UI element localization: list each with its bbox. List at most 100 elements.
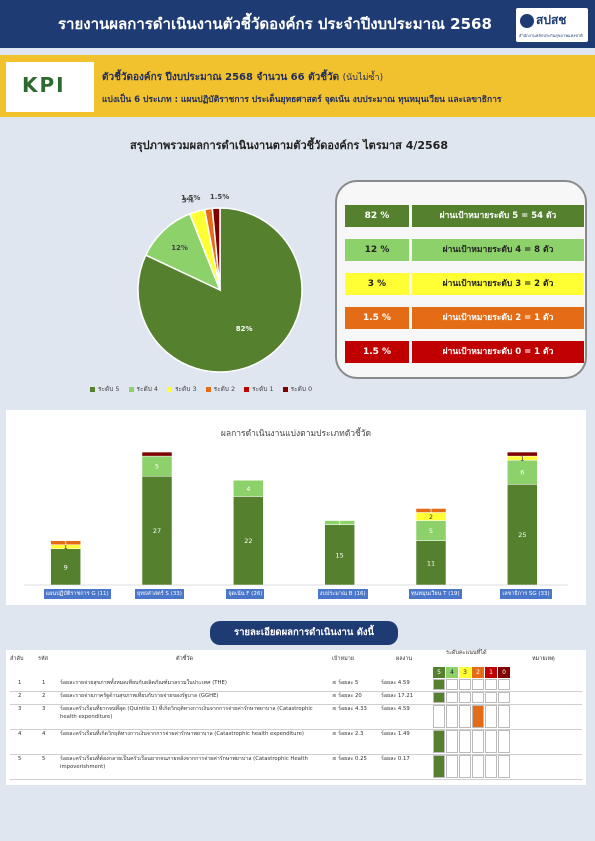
col-result: ผลงาน bbox=[396, 656, 413, 662]
row-code: 3 bbox=[42, 706, 46, 712]
bar-label: 15 bbox=[336, 551, 344, 559]
bar-chart-title: ผลการดำเนินงานแบ่งตามประเภทตัวชี้วัด bbox=[220, 429, 372, 439]
kpi-badge: KPI bbox=[6, 62, 94, 112]
level-cell bbox=[485, 705, 497, 728]
row-divider bbox=[10, 754, 582, 755]
panel-description: ผ่านเป้าหมายระดับ 3 = 2 ตัว bbox=[412, 273, 584, 295]
level-cell bbox=[433, 692, 445, 703]
level-cell bbox=[459, 730, 471, 753]
row-code: 5 bbox=[42, 756, 46, 762]
bar-label: 5 bbox=[429, 527, 433, 535]
level-cell bbox=[472, 705, 484, 728]
row-divider bbox=[10, 729, 582, 730]
level-header: 1 bbox=[485, 667, 497, 678]
level-cell bbox=[459, 679, 471, 690]
level-cell bbox=[485, 730, 497, 753]
bar-category-label: งบประมาณ B (16) bbox=[317, 589, 368, 599]
panel-percent: 12 % bbox=[345, 239, 409, 261]
bar-category-label: เลขาธิการ SG (33) bbox=[500, 589, 552, 599]
col-remark: หมายเหตุ bbox=[532, 656, 555, 662]
kpi-band bbox=[0, 55, 595, 117]
bar-label: 25 bbox=[518, 531, 526, 539]
legend-label: ระดับ 2 bbox=[213, 385, 236, 393]
panel-description: ผ่านเป้าหมายระดับ 2 = 1 ตัว bbox=[412, 307, 584, 329]
bar-label: 1 bbox=[429, 507, 433, 515]
pie-label-3: 3% bbox=[182, 197, 194, 205]
logo-mark-icon bbox=[520, 14, 534, 28]
legend-label: ระดับ 3 bbox=[175, 385, 197, 393]
legend-swatch bbox=[128, 386, 134, 392]
bar-label: 1 bbox=[520, 455, 524, 463]
row-order: 1 bbox=[18, 680, 22, 686]
bar-segment bbox=[507, 459, 538, 485]
row-result: ร้อยละ 1.49 bbox=[381, 731, 410, 737]
level-cell bbox=[446, 679, 458, 690]
bar-segment bbox=[141, 451, 173, 457]
bar-label: 2 bbox=[429, 513, 433, 521]
row-divider bbox=[10, 779, 582, 780]
row-indicator: ร้อยละครัวเรือนที่ต้องกลายเป็นครัวเรือนย… bbox=[60, 756, 308, 770]
panel-description: ผ่านเป้าหมายระดับ 0 = 1 ตัว bbox=[412, 341, 584, 363]
col-indicator: ตัวชี้วัด bbox=[176, 656, 194, 662]
panel-description: ผ่านเป้าหมายระดับ 4 = 8 ตัว bbox=[412, 239, 584, 261]
pie-label-2: 1.5% bbox=[181, 194, 200, 202]
level-cell bbox=[433, 730, 445, 753]
bar-label: 27 bbox=[153, 527, 161, 535]
legend-label: ระดับ 4 bbox=[136, 385, 159, 393]
row-order: 3 bbox=[18, 706, 22, 712]
panel-percent: 82 % bbox=[345, 205, 409, 227]
row-divider bbox=[10, 691, 582, 692]
level-cell bbox=[446, 705, 458, 728]
level-cell bbox=[472, 679, 484, 690]
pie-label-0: 1.5% bbox=[210, 193, 229, 201]
pie-label-5: 82% bbox=[236, 325, 253, 333]
level-cell bbox=[446, 755, 458, 778]
kpi-count-text: ตัวชี้วัดองค์กร ปีงบประมาณ 2568 จำนวน 66… bbox=[102, 72, 340, 83]
legend-item: ระดับ 0 bbox=[282, 384, 312, 394]
pie-slice-4 bbox=[144, 212, 222, 292]
row-order: 5 bbox=[18, 756, 22, 762]
level-header: 4 bbox=[446, 667, 458, 678]
bar-label: 11 bbox=[427, 559, 435, 567]
legend-item: ระดับ 3 bbox=[167, 384, 197, 394]
bar-segment bbox=[324, 520, 355, 525]
row-order: 4 bbox=[18, 731, 22, 737]
row-code: 4 bbox=[42, 731, 46, 737]
level-cell bbox=[498, 730, 510, 753]
pie-slice-0 bbox=[211, 207, 221, 291]
pie-chart: 82%12%3%1.5% 1.5% bbox=[137, 193, 303, 373]
bar-segment bbox=[507, 451, 538, 457]
bar-segment bbox=[233, 480, 264, 497]
level-cell bbox=[446, 730, 458, 753]
bar-segment bbox=[324, 524, 355, 586]
row-indicator: ร้อยละรายจ่ายภาครัฐด้านสุขภาพเทียบกับราย… bbox=[60, 693, 219, 699]
details-button[interactable]: รายละเอียดผลการดำเนินงาน ดังนี้ bbox=[210, 621, 398, 645]
kpi-summary-line: ตัวชี้วัดองค์กร ปีงบประมาณ 2568 จำนวน 66… bbox=[102, 70, 383, 85]
bar-category-label: จุดเน้น F (26) bbox=[226, 589, 265, 599]
level-cell bbox=[433, 679, 445, 690]
row-result: ร้อยละ 4.59 bbox=[381, 680, 410, 686]
level-header: 5 bbox=[433, 667, 445, 678]
legend-swatch bbox=[244, 386, 250, 392]
row-target: ≤ ร้อยละ 2.3 bbox=[332, 731, 364, 737]
level-cell bbox=[459, 755, 471, 778]
bar-segment bbox=[415, 508, 447, 513]
level-cell bbox=[498, 679, 510, 690]
kpi-badge-text: KPI bbox=[22, 73, 66, 97]
bar-label: 4 bbox=[246, 485, 250, 493]
pie-legend: ระดับ 5 ระดับ 4 ระดับ 3 ระดับ 2 ระดับ 1 ระดับ… bbox=[90, 384, 321, 394]
bar-segment bbox=[233, 496, 264, 586]
level-cell bbox=[485, 679, 497, 690]
report-header bbox=[0, 0, 595, 48]
summary-title: สรุปภาพรวมผลการดำเนินงานตามตัวชี้วัดองค์… bbox=[130, 139, 448, 152]
row-divider bbox=[10, 704, 582, 705]
legend-item: ระดับ 1 bbox=[244, 384, 274, 394]
level-cell bbox=[472, 692, 484, 703]
legend-item: ระดับ 5 bbox=[90, 384, 120, 394]
row-indicator: ร้อยละครัวเรือนที่ยากจนที่สุด (Quintile … bbox=[60, 706, 313, 720]
level-header: 0 bbox=[498, 667, 510, 678]
bar-segment bbox=[507, 484, 538, 586]
legend-item: ระดับ 4 bbox=[128, 384, 159, 394]
level-cell bbox=[498, 755, 510, 778]
